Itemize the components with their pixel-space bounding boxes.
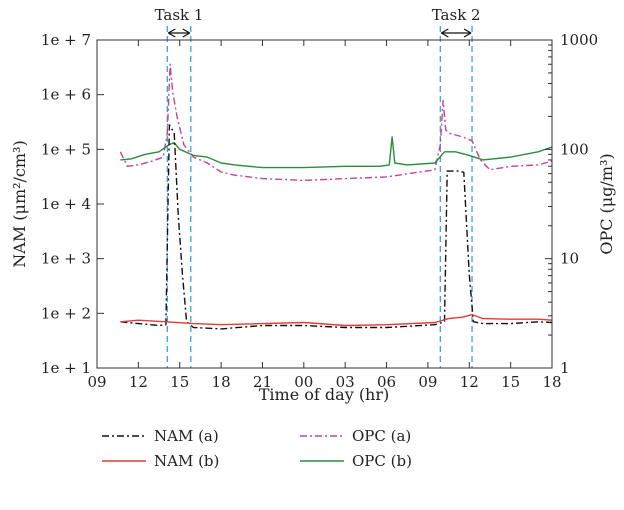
task-arrow-head-right bbox=[463, 28, 472, 38]
y-left-tick-label: 1e + 7 bbox=[41, 31, 91, 49]
legend-label: NAM (a) bbox=[154, 427, 219, 445]
x-tick-label: 15 bbox=[170, 373, 189, 391]
y-left-tick-label: 1e + 1 bbox=[41, 359, 91, 377]
x-tick-label: 09 bbox=[418, 373, 437, 391]
x-tick-label: 09 bbox=[87, 373, 106, 391]
task-arrow-head-right bbox=[182, 28, 191, 38]
series-opc-a bbox=[119, 63, 553, 182]
x-axis-title: Time of day (hr) bbox=[259, 385, 390, 404]
x-tick-label: 12 bbox=[129, 373, 148, 391]
x-tick-label: 18 bbox=[542, 373, 561, 391]
task-label: Task 1 bbox=[155, 6, 204, 24]
x-tick-label: 21 bbox=[253, 373, 272, 391]
y-right-tick-label: 100 bbox=[560, 140, 589, 158]
y-right-tick-label: 1000 bbox=[560, 31, 598, 49]
y-axis-right: 1 10 100 1000 bbox=[545, 31, 598, 377]
y-right-tick-label: 10 bbox=[560, 250, 579, 268]
y-left-tick-label: 1e + 5 bbox=[41, 140, 91, 158]
series-opc-b bbox=[120, 136, 553, 169]
y-axis-left-title: NAM (μm²/cm³) bbox=[10, 140, 29, 267]
x-tick-label: 18 bbox=[212, 373, 231, 391]
x-tick-label: 03 bbox=[336, 373, 355, 391]
y-left-tick-label: 1e + 2 bbox=[41, 304, 91, 322]
x-axis: 09 12 15 18 21 00 03 06 09 12 15 18 bbox=[87, 40, 562, 391]
series-layer bbox=[119, 63, 553, 330]
x-tick-label: 00 bbox=[294, 373, 313, 391]
y-left-tick-label: 1e + 4 bbox=[41, 195, 91, 213]
y-right-tick-label: 1 bbox=[560, 359, 570, 377]
y-axis-right-title: OPC (μg/m³) bbox=[597, 153, 616, 254]
series-nam-b bbox=[120, 313, 553, 327]
legend-label: NAM (b) bbox=[154, 452, 219, 470]
series-nam-a bbox=[120, 124, 553, 330]
y-left-tick-label: 1e + 3 bbox=[41, 250, 91, 268]
y-axis-left: 1e + 1 1e + 2 1e + 3 1e + 4 1e + 5 1e + 6 1e +… bbox=[41, 31, 104, 377]
task-arrow-head-left bbox=[168, 28, 176, 38]
x-tick-label: 12 bbox=[460, 373, 479, 391]
x-tick-label: 15 bbox=[501, 373, 520, 391]
task-arrow-head-left bbox=[441, 28, 449, 38]
legend-label: OPC (a) bbox=[352, 427, 411, 445]
legend-label: OPC (b) bbox=[352, 452, 412, 470]
y-left-tick-label: 1e + 6 bbox=[41, 86, 91, 104]
legend: NAM (a) NAM (b) OPC (a) OPC (b) bbox=[102, 427, 412, 470]
x-tick-label: 06 bbox=[377, 373, 396, 391]
task-label: Task 2 bbox=[432, 6, 481, 24]
task-annotations: Task 1 Task 2 bbox=[155, 6, 481, 368]
